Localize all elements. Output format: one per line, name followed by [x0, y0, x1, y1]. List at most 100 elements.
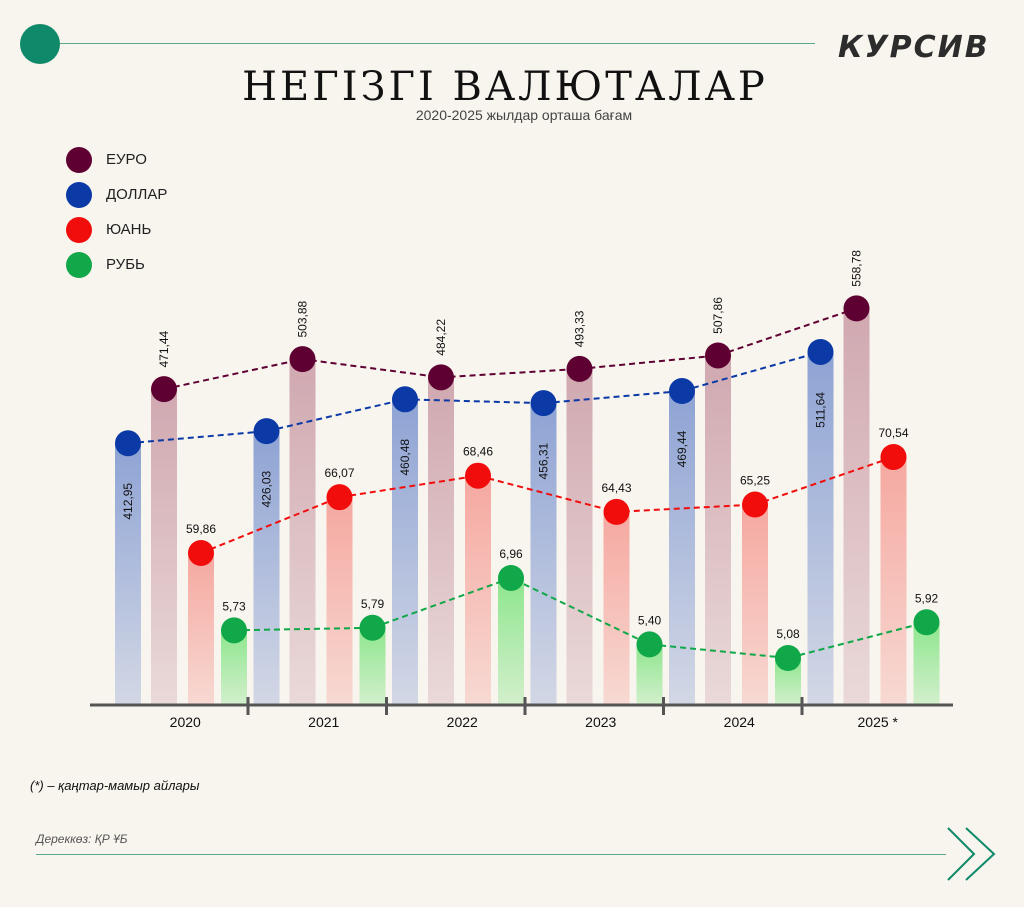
- bar-euro-5: [843, 308, 870, 705]
- point-yuan-0: [188, 540, 214, 566]
- label-yuan-0: 59,86: [186, 522, 216, 536]
- chart-subtitle: 2020-2025 жылдар орташа бағам: [415, 107, 633, 123]
- label-ruble-1: 5,79: [361, 597, 385, 611]
- label-euro-5: 558,78: [850, 250, 864, 287]
- label-yuan-5: 70,54: [878, 426, 908, 440]
- point-dollar-4: [669, 378, 695, 405]
- label-dollar-4: 469,44: [675, 430, 689, 467]
- point-ruble-1: [359, 614, 386, 641]
- header-divider: [60, 43, 815, 44]
- label-euro-3: 493,33: [573, 310, 587, 347]
- point-ruble-5: [913, 609, 940, 636]
- label-dollar-1: 426,03: [260, 470, 274, 507]
- x-tick-label-4: 2024: [724, 714, 755, 730]
- line-ruble: [233, 576, 927, 660]
- x-tick-label-3: 2023: [585, 714, 616, 730]
- point-ruble-0: [221, 617, 247, 644]
- legend-swatch-dollar: [66, 181, 92, 208]
- bar-dollar-3: [530, 403, 557, 705]
- bar-dollar-2: [392, 399, 418, 705]
- point-yuan-4: [742, 491, 768, 518]
- bar-yuan-3: [603, 511, 630, 705]
- point-yuan-2: [465, 462, 491, 489]
- legend: ЕУРО ДОЛЛАР ЮАНЬ РУБЬ: [66, 142, 167, 282]
- bar-yuan-1: [326, 497, 353, 705]
- label-yuan-4: 65,25: [740, 474, 770, 488]
- x-tick-label-2: 2022: [447, 714, 478, 730]
- label-ruble-0: 5,73: [222, 599, 246, 613]
- point-ruble-2: [498, 565, 524, 591]
- label-euro-2: 484,22: [434, 319, 448, 356]
- legend-item-dollar: ДОЛЛАР: [66, 177, 167, 212]
- legend-label-dollar: ДОЛЛАР: [106, 186, 168, 203]
- label-euro-1: 503,88: [296, 300, 310, 337]
- label-yuan-2: 68,46: [463, 445, 493, 459]
- bar-dollar-4: [669, 391, 695, 705]
- point-dollar-0: [115, 430, 141, 457]
- legend-swatch-euro: [66, 146, 92, 173]
- point-euro-5: [843, 295, 870, 322]
- brand-dot: [20, 24, 60, 64]
- footer-divider: [36, 854, 946, 855]
- bar-euro-1: [289, 359, 316, 705]
- bar-dollar-5: [807, 351, 834, 705]
- bar-dollar-0: [115, 443, 141, 705]
- point-dollar-1: [253, 418, 280, 445]
- label-yuan-3: 64,43: [601, 481, 631, 495]
- label-euro-0: 471,44: [157, 330, 171, 367]
- bar-euro-3: [566, 368, 593, 705]
- legend-item-yuan: ЮАНЬ: [66, 212, 167, 247]
- chart-title: НЕГІЗГІ ВАЛЮТАЛАР: [242, 64, 768, 110]
- x-tick-label-1: 2021: [308, 714, 339, 730]
- point-euro-3: [566, 355, 593, 382]
- point-yuan-1: [326, 484, 353, 511]
- legend-label-euro: ЕУРО: [106, 151, 147, 168]
- label-ruble-5: 5,92: [915, 591, 939, 605]
- next-arrow-icon[interactable]: [944, 826, 1000, 882]
- label-dollar-0: 412,95: [121, 483, 135, 520]
- point-dollar-5: [807, 338, 834, 365]
- label-dollar-2: 460,48: [398, 439, 412, 476]
- point-euro-1: [289, 346, 316, 373]
- label-dollar-5: 511,64: [814, 392, 828, 428]
- x-tick-label-0: 2020: [170, 714, 201, 730]
- point-euro-2: [428, 364, 454, 391]
- label-yuan-1: 66,07: [324, 466, 354, 480]
- legend-item-euro: ЕУРО: [66, 142, 167, 177]
- legend-label-ruble: РУБЬ: [106, 256, 145, 273]
- x-tick-label-5: 2025 *: [858, 714, 899, 730]
- label-ruble-4: 5,08: [776, 627, 800, 641]
- point-yuan-5: [880, 444, 907, 470]
- point-dollar-2: [392, 386, 418, 413]
- legend-label-yuan: ЮАНЬ: [106, 221, 152, 238]
- bar-euro-4: [705, 355, 731, 705]
- label-ruble-2: 6,96: [499, 547, 523, 561]
- source-note: Дереккөз: ҚР ҰБ: [36, 832, 128, 846]
- label-euro-4: 507,86: [711, 297, 725, 334]
- brand-logo: КУРСИВ: [838, 30, 990, 65]
- point-euro-0: [151, 376, 177, 403]
- line-dollar: [127, 351, 821, 445]
- bar-ruble-2: [498, 578, 524, 705]
- line-euro: [163, 307, 857, 391]
- bar-yuan-0: [188, 553, 214, 705]
- bar-yuan-4: [742, 504, 768, 705]
- point-ruble-3: [636, 631, 663, 658]
- legend-swatch-yuan: [66, 216, 92, 243]
- bar-euro-2: [428, 377, 454, 705]
- line-yuan: [200, 456, 894, 554]
- point-ruble-4: [775, 645, 801, 671]
- point-euro-4: [705, 342, 731, 369]
- label-dollar-3: 456,31: [537, 442, 551, 479]
- legend-item-ruble: РУБЬ: [66, 247, 167, 282]
- bar-yuan-5: [880, 457, 907, 705]
- legend-swatch-ruble: [66, 251, 92, 278]
- bar-dollar-1: [253, 431, 280, 705]
- bar-ruble-5: [913, 622, 940, 705]
- point-dollar-3: [530, 390, 557, 417]
- bar-euro-0: [151, 389, 177, 705]
- point-yuan-3: [603, 498, 630, 525]
- footnote: (*) – қаңтар-мамыр айлары: [30, 778, 200, 793]
- label-ruble-3: 5,40: [638, 613, 662, 627]
